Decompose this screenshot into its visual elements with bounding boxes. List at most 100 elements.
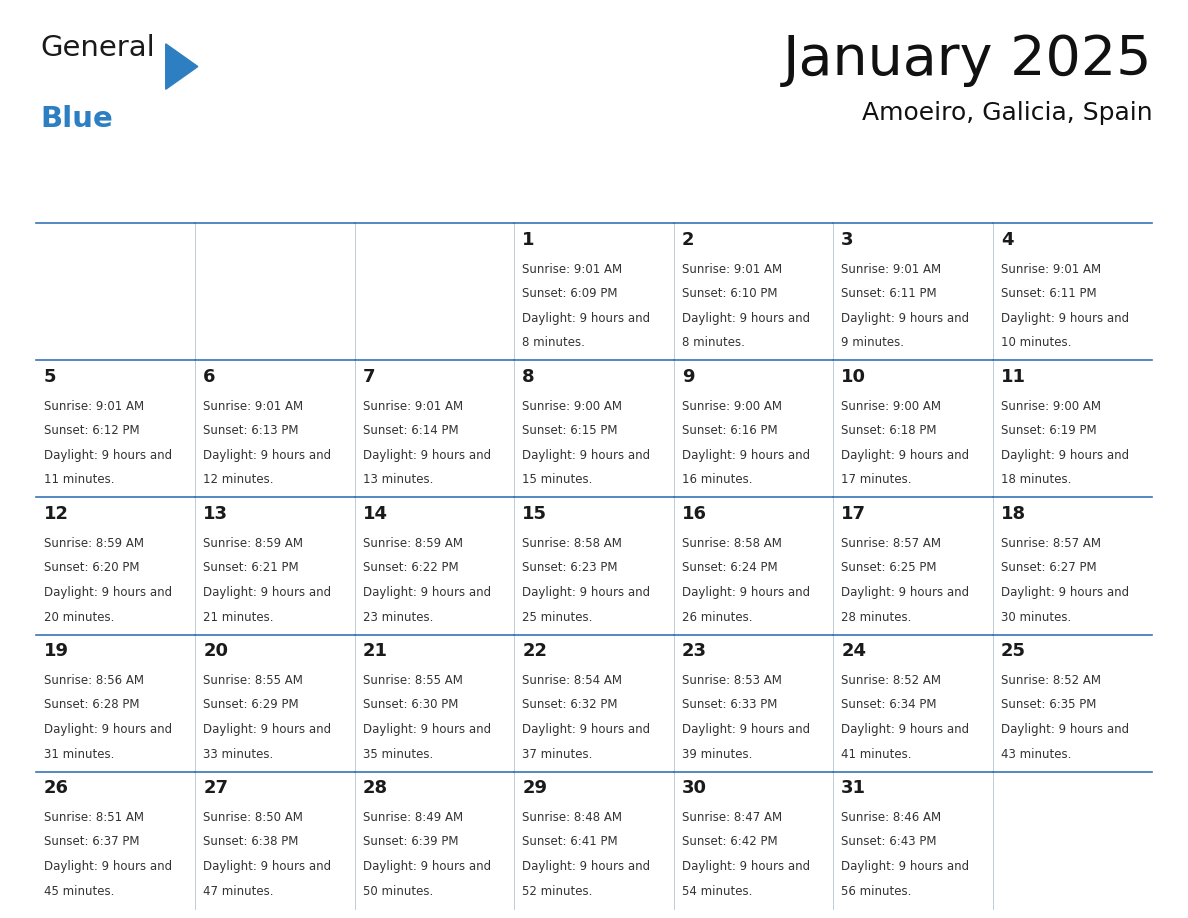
Text: Sunset: 6:09 PM: Sunset: 6:09 PM xyxy=(523,286,618,300)
Text: Sunrise: 9:00 AM: Sunrise: 9:00 AM xyxy=(1000,400,1101,413)
Text: Daylight: 9 hours and: Daylight: 9 hours and xyxy=(203,586,331,599)
Text: Daylight: 9 hours and: Daylight: 9 hours and xyxy=(523,723,650,736)
Text: 27: 27 xyxy=(203,779,228,797)
Text: Sunrise: 8:52 AM: Sunrise: 8:52 AM xyxy=(841,675,941,688)
Text: Daylight: 9 hours and: Daylight: 9 hours and xyxy=(1000,723,1129,736)
Text: 10: 10 xyxy=(841,368,866,386)
Text: Sunrise: 8:51 AM: Sunrise: 8:51 AM xyxy=(44,812,144,824)
Text: Sunset: 6:27 PM: Sunset: 6:27 PM xyxy=(1000,561,1097,574)
Text: Sunrise: 8:55 AM: Sunrise: 8:55 AM xyxy=(203,675,303,688)
Text: 14: 14 xyxy=(362,505,387,523)
Text: Amoeiro, Galicia, Spain: Amoeiro, Galicia, Spain xyxy=(861,101,1152,125)
Text: Daylight: 9 hours and: Daylight: 9 hours and xyxy=(682,449,810,462)
Text: Daylight: 9 hours and: Daylight: 9 hours and xyxy=(362,449,491,462)
Text: Daylight: 9 hours and: Daylight: 9 hours and xyxy=(682,586,810,599)
Text: Sunrise: 8:47 AM: Sunrise: 8:47 AM xyxy=(682,812,782,824)
Text: Sunset: 6:43 PM: Sunset: 6:43 PM xyxy=(841,835,937,848)
Text: 22: 22 xyxy=(523,642,548,660)
Text: Daylight: 9 hours and: Daylight: 9 hours and xyxy=(841,449,969,462)
Text: Daylight: 9 hours and: Daylight: 9 hours and xyxy=(44,723,172,736)
Text: Sunset: 6:11 PM: Sunset: 6:11 PM xyxy=(1000,286,1097,300)
Text: Sunset: 6:21 PM: Sunset: 6:21 PM xyxy=(203,561,298,574)
Text: Saturday: Saturday xyxy=(1026,183,1118,201)
Text: Sunset: 6:10 PM: Sunset: 6:10 PM xyxy=(682,286,777,300)
Text: Sunset: 6:25 PM: Sunset: 6:25 PM xyxy=(841,561,937,574)
Text: Blue: Blue xyxy=(40,105,113,133)
Text: Sunset: 6:23 PM: Sunset: 6:23 PM xyxy=(523,561,618,574)
Text: 43 minutes.: 43 minutes. xyxy=(1000,747,1072,761)
Text: Sunrise: 9:00 AM: Sunrise: 9:00 AM xyxy=(523,400,623,413)
Text: 45 minutes.: 45 minutes. xyxy=(44,885,114,898)
Text: 24: 24 xyxy=(841,642,866,660)
Text: Daylight: 9 hours and: Daylight: 9 hours and xyxy=(203,449,331,462)
Text: 13 minutes.: 13 minutes. xyxy=(362,474,434,487)
Text: 26 minutes.: 26 minutes. xyxy=(682,610,752,623)
Text: General: General xyxy=(40,34,156,62)
Text: Sunset: 6:18 PM: Sunset: 6:18 PM xyxy=(841,424,937,437)
Text: Daylight: 9 hours and: Daylight: 9 hours and xyxy=(44,449,172,462)
Text: 20 minutes.: 20 minutes. xyxy=(44,610,114,623)
Text: 30: 30 xyxy=(682,779,707,797)
Text: Sunrise: 8:59 AM: Sunrise: 8:59 AM xyxy=(44,537,144,550)
Text: 25: 25 xyxy=(1000,642,1025,660)
Text: January 2025: January 2025 xyxy=(783,32,1152,86)
Text: 13: 13 xyxy=(203,505,228,523)
Text: Sunrise: 9:00 AM: Sunrise: 9:00 AM xyxy=(682,400,782,413)
Text: Sunset: 6:20 PM: Sunset: 6:20 PM xyxy=(44,561,139,574)
Text: Sunrise: 8:56 AM: Sunrise: 8:56 AM xyxy=(44,675,144,688)
Text: Sunset: 6:37 PM: Sunset: 6:37 PM xyxy=(44,835,139,848)
Text: 17: 17 xyxy=(841,505,866,523)
Text: Sunrise: 8:55 AM: Sunrise: 8:55 AM xyxy=(362,675,462,688)
Text: Sunrise: 9:01 AM: Sunrise: 9:01 AM xyxy=(203,400,303,413)
Text: Daylight: 9 hours and: Daylight: 9 hours and xyxy=(682,311,810,325)
Text: 8 minutes.: 8 minutes. xyxy=(523,336,584,349)
Text: Sunset: 6:24 PM: Sunset: 6:24 PM xyxy=(682,561,777,574)
Text: Daylight: 9 hours and: Daylight: 9 hours and xyxy=(203,723,331,736)
Text: Sunrise: 8:58 AM: Sunrise: 8:58 AM xyxy=(682,537,782,550)
Text: 5: 5 xyxy=(44,368,56,386)
Text: Sunrise: 9:01 AM: Sunrise: 9:01 AM xyxy=(44,400,144,413)
Text: Sunset: 6:35 PM: Sunset: 6:35 PM xyxy=(1000,699,1097,711)
Text: 33 minutes.: 33 minutes. xyxy=(203,747,273,761)
Text: Sunset: 6:12 PM: Sunset: 6:12 PM xyxy=(44,424,139,437)
Text: 8 minutes.: 8 minutes. xyxy=(682,336,745,349)
Text: Sunrise: 8:59 AM: Sunrise: 8:59 AM xyxy=(203,537,303,550)
Text: Daylight: 9 hours and: Daylight: 9 hours and xyxy=(841,860,969,873)
Text: 18: 18 xyxy=(1000,505,1026,523)
Text: 18 minutes.: 18 minutes. xyxy=(1000,474,1072,487)
Text: Daylight: 9 hours and: Daylight: 9 hours and xyxy=(362,723,491,736)
Text: Sunset: 6:42 PM: Sunset: 6:42 PM xyxy=(682,835,777,848)
Text: Sunset: 6:33 PM: Sunset: 6:33 PM xyxy=(682,699,777,711)
Text: 37 minutes.: 37 minutes. xyxy=(523,747,593,761)
Text: Sunrise: 8:46 AM: Sunrise: 8:46 AM xyxy=(841,812,941,824)
Text: 3: 3 xyxy=(841,230,854,249)
Text: 54 minutes.: 54 minutes. xyxy=(682,885,752,898)
Text: 4: 4 xyxy=(1000,230,1013,249)
Text: Sunset: 6:15 PM: Sunset: 6:15 PM xyxy=(523,424,618,437)
Text: 28: 28 xyxy=(362,779,387,797)
Text: 10 minutes.: 10 minutes. xyxy=(1000,336,1072,349)
Text: Sunday: Sunday xyxy=(78,183,152,201)
Text: Daylight: 9 hours and: Daylight: 9 hours and xyxy=(44,860,172,873)
Text: 56 minutes.: 56 minutes. xyxy=(841,885,911,898)
Text: 15: 15 xyxy=(523,505,548,523)
Text: 12: 12 xyxy=(44,505,69,523)
Text: 11: 11 xyxy=(1000,368,1025,386)
Text: Sunrise: 9:00 AM: Sunrise: 9:00 AM xyxy=(841,400,941,413)
Text: Daylight: 9 hours and: Daylight: 9 hours and xyxy=(523,449,650,462)
Text: Sunset: 6:29 PM: Sunset: 6:29 PM xyxy=(203,699,298,711)
Text: Daylight: 9 hours and: Daylight: 9 hours and xyxy=(362,860,491,873)
Text: 2: 2 xyxy=(682,230,694,249)
Text: Sunset: 6:28 PM: Sunset: 6:28 PM xyxy=(44,699,139,711)
Text: 35 minutes.: 35 minutes. xyxy=(362,747,432,761)
Text: Sunset: 6:41 PM: Sunset: 6:41 PM xyxy=(523,835,618,848)
Text: 52 minutes.: 52 minutes. xyxy=(523,885,593,898)
Text: Sunrise: 9:01 AM: Sunrise: 9:01 AM xyxy=(523,263,623,275)
Text: 39 minutes.: 39 minutes. xyxy=(682,747,752,761)
Text: Sunset: 6:22 PM: Sunset: 6:22 PM xyxy=(362,561,459,574)
Text: Sunrise: 8:53 AM: Sunrise: 8:53 AM xyxy=(682,675,782,688)
Text: 31: 31 xyxy=(841,779,866,797)
Text: 20: 20 xyxy=(203,642,228,660)
Text: 30 minutes.: 30 minutes. xyxy=(1000,610,1072,623)
Text: Sunset: 6:11 PM: Sunset: 6:11 PM xyxy=(841,286,937,300)
